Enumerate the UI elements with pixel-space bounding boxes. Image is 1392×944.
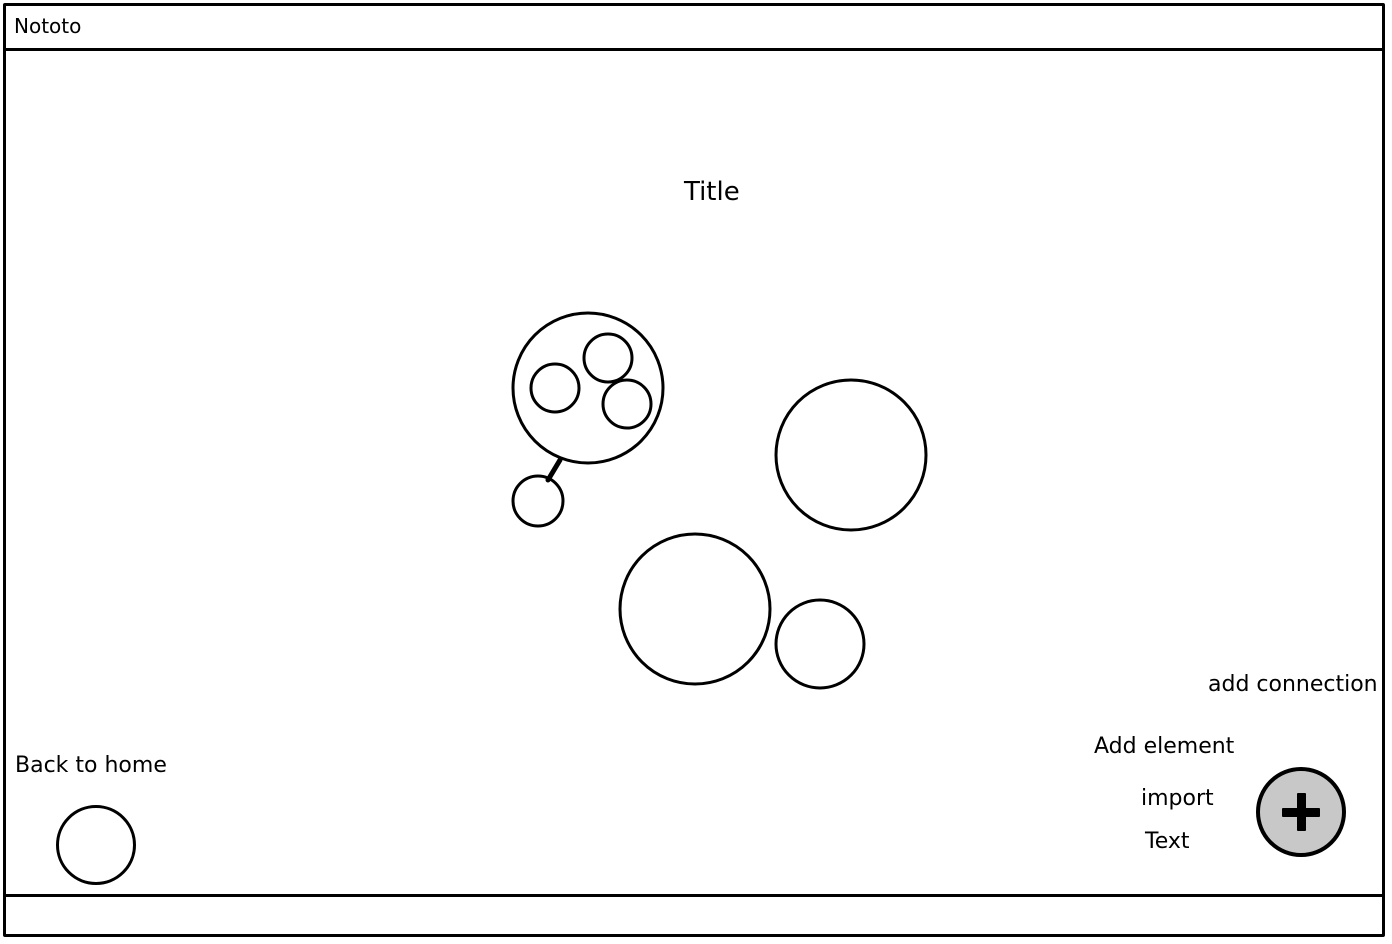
title-bar: Nototo xyxy=(6,6,1382,51)
child-node[interactable] xyxy=(582,332,634,384)
import-option[interactable]: import xyxy=(1141,786,1214,811)
plus-icon xyxy=(1282,793,1320,831)
connected-node[interactable] xyxy=(511,474,565,528)
child-node[interactable] xyxy=(601,378,653,430)
back-to-home-button[interactable] xyxy=(56,805,136,885)
add-fab-button[interactable] xyxy=(1256,767,1346,857)
element-node[interactable] xyxy=(774,378,928,532)
back-to-home-label[interactable]: Back to home xyxy=(15,753,167,778)
group-node[interactable] xyxy=(511,311,665,465)
connection-line[interactable] xyxy=(545,457,563,483)
add-connection-option[interactable]: add connection xyxy=(1208,672,1378,697)
text-option[interactable]: Text xyxy=(1145,829,1190,854)
element-node[interactable] xyxy=(774,598,866,690)
app-title: Nototo xyxy=(14,14,82,38)
app-window: Nototo xyxy=(3,3,1385,937)
child-node[interactable] xyxy=(529,362,581,414)
add-element-option[interactable]: Add element xyxy=(1094,734,1235,759)
element-node[interactable] xyxy=(618,532,772,686)
canvas-title[interactable]: Title xyxy=(684,177,740,207)
bottom-bar xyxy=(6,894,1382,934)
